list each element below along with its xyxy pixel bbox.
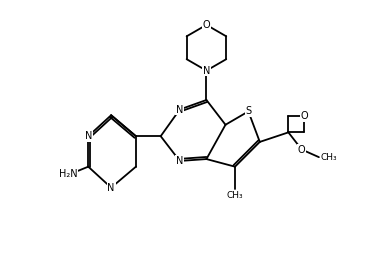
Text: N: N xyxy=(108,183,115,193)
Text: S: S xyxy=(245,106,252,116)
Text: CH₃: CH₃ xyxy=(321,153,337,162)
Text: N: N xyxy=(85,131,92,141)
Text: CH₃: CH₃ xyxy=(227,191,243,200)
Text: N: N xyxy=(176,104,183,115)
Text: O: O xyxy=(298,144,305,155)
Text: O: O xyxy=(203,20,210,30)
Text: H₂N: H₂N xyxy=(59,169,78,179)
Text: O: O xyxy=(301,111,308,121)
Text: N: N xyxy=(203,66,210,76)
Text: N: N xyxy=(176,156,183,166)
